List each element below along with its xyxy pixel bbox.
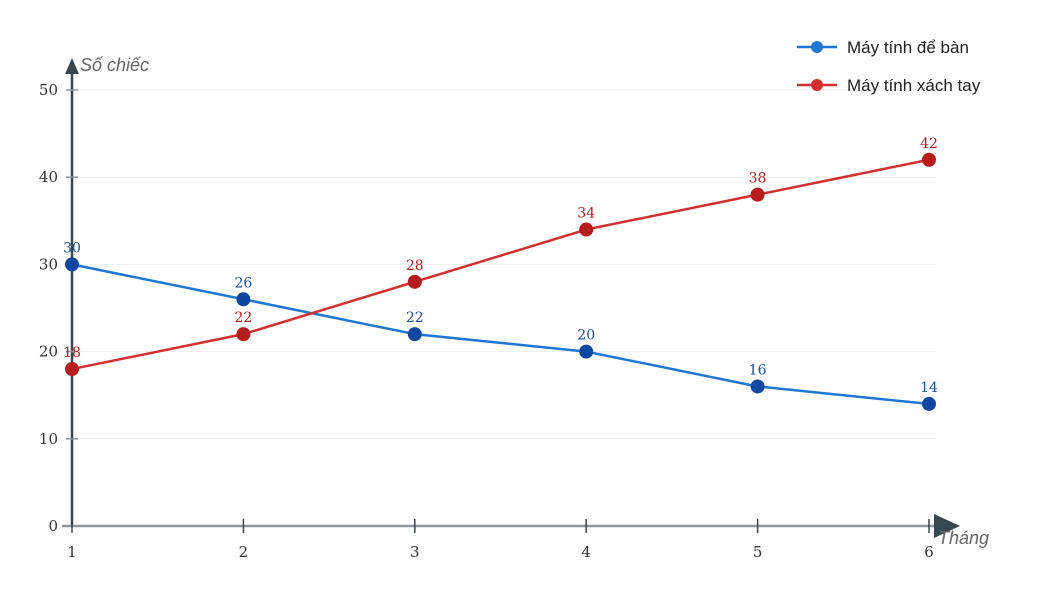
x-axis-title: Tháng [938,528,989,548]
x-tick-label: 5 [753,543,763,561]
data-point [236,292,251,307]
data-label: 14 [920,380,938,396]
data-label: 20 [577,328,595,344]
legend-marker-laptop [811,79,823,91]
data-label: 18 [63,345,81,361]
data-point [750,187,765,202]
data-point [236,327,251,342]
y-tick-label: 20 [39,343,58,361]
series-group: 18 22 28 34 38 42 [63,136,938,377]
data-point [407,274,422,289]
data-point [65,257,79,272]
grid-lines [72,89,936,440]
data-label: 30 [63,240,81,256]
data-label: 16 [749,362,767,378]
data-point [579,222,594,237]
y-tick-label: 0 [48,517,58,535]
x-tick-label: 6 [924,543,934,561]
data-label: 28 [406,258,424,274]
data-point [407,327,422,342]
data-label: 38 [749,171,767,187]
series-group: 30 26 22 20 16 14 [63,240,938,411]
legend-item-laptop: Máy tính xách tay [797,76,981,95]
legend-label-desktop: Máy tính để bàn [847,38,969,57]
data-label: 34 [577,206,595,222]
y-tick-label: 50 [39,81,58,99]
y-tick-label: 30 [39,255,58,273]
legend-item-desktop: Máy tính để bàn [797,38,969,57]
x-tick-label: 2 [239,543,249,561]
data-point [579,344,594,359]
data-label: 22 [234,310,252,326]
data-point [922,396,936,411]
data-point [65,362,79,377]
legend-marker-desktop [811,41,823,53]
axes: Số chiếc Tháng [62,55,989,548]
x-axis-arrow [934,514,960,538]
y-tick-label: 10 [39,430,58,448]
series: 30 26 22 20 16 14 18 22 28 34 38 42 [63,136,938,411]
series-line [71,158,930,371]
data-point [750,379,765,394]
y-tick-label: 40 [39,168,58,186]
data-label: 26 [234,275,252,291]
x-tick-label: 3 [410,543,420,561]
data-label: 42 [920,136,938,152]
y-axis-arrow [65,58,79,74]
y-axis-title: Số chiếc [80,55,149,75]
legend: Máy tính để bàn Máy tính xách tay [797,38,981,95]
x-tick-label: 4 [581,543,591,561]
series-line [71,263,930,406]
x-tick-label: 1 [67,543,77,561]
legend-label-laptop: Máy tính xách tay [847,76,981,95]
data-label: 22 [406,310,424,326]
data-point [922,152,936,167]
